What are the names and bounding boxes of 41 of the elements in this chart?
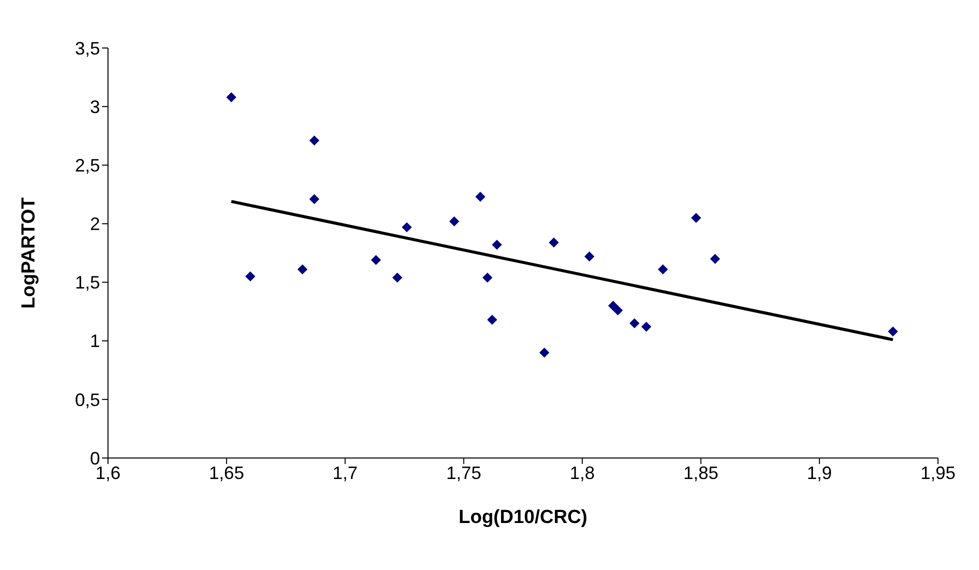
x-tick-label: 1,7 bbox=[332, 462, 358, 483]
point bbox=[584, 252, 594, 262]
y-tick-label: 1 bbox=[90, 331, 100, 352]
point bbox=[539, 348, 550, 358]
point bbox=[691, 212, 702, 223]
y-tick-label: 2 bbox=[90, 214, 100, 234]
point bbox=[309, 194, 320, 204]
point bbox=[487, 314, 498, 325]
point bbox=[658, 264, 668, 274]
point bbox=[402, 222, 412, 232]
x-tick-label: 1,85 bbox=[683, 462, 718, 483]
y-tick-label: 0,5 bbox=[74, 390, 100, 410]
y-tick-label: 3 bbox=[90, 96, 100, 117]
point bbox=[641, 322, 652, 332]
point bbox=[297, 264, 308, 274]
point bbox=[392, 272, 402, 283]
point bbox=[608, 300, 618, 311]
x-tick-label: 1,75 bbox=[446, 462, 482, 483]
point bbox=[492, 240, 502, 250]
x-axis-title: Log(D10/CRC) bbox=[458, 507, 588, 528]
point bbox=[475, 192, 486, 202]
x-tick-label: 1,8 bbox=[570, 462, 595, 483]
point bbox=[888, 326, 898, 336]
y-tick-label: 1,5 bbox=[74, 272, 100, 293]
point bbox=[548, 237, 559, 248]
x-tick-label: 1,9 bbox=[806, 462, 832, 483]
point bbox=[370, 255, 381, 266]
x-tick-label: 1,65 bbox=[209, 462, 244, 483]
point bbox=[226, 92, 236, 102]
y-tick-label: 3,5 bbox=[74, 38, 100, 58]
y-axis-title: LogPARTOT bbox=[18, 197, 40, 309]
y-tick-label: 0 bbox=[90, 448, 100, 468]
point bbox=[710, 254, 720, 264]
point bbox=[309, 136, 320, 146]
point bbox=[245, 271, 256, 282]
point bbox=[482, 272, 492, 283]
point bbox=[629, 318, 640, 328]
point bbox=[612, 305, 623, 316]
point bbox=[449, 216, 460, 226]
x-tick-label: 1,95 bbox=[920, 462, 956, 483]
y-tick-label: 2,5 bbox=[74, 156, 100, 176]
